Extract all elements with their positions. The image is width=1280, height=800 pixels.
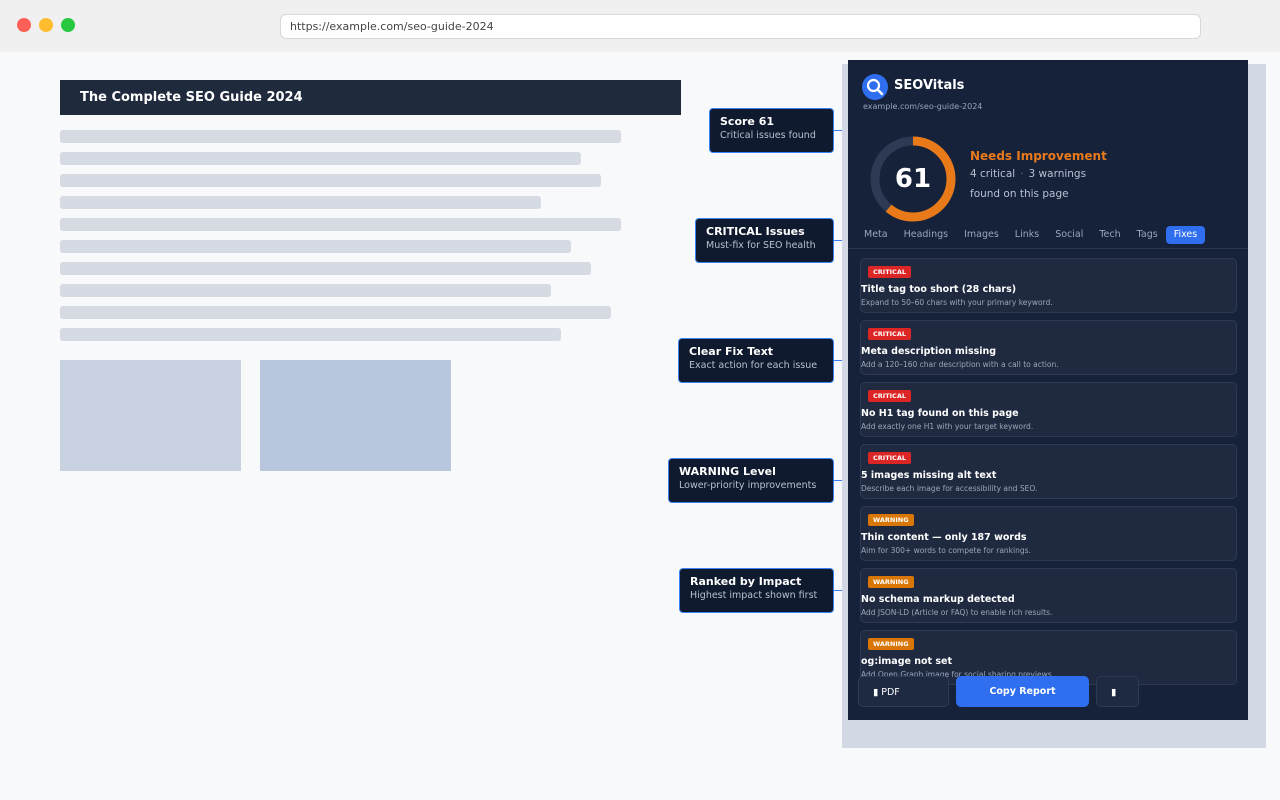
maximize-window-button[interactable] — [61, 18, 75, 32]
document-icon: ▮ — [873, 687, 879, 698]
callout-ranked: Ranked by Impact Highest impact shown fi… — [679, 568, 834, 613]
callout-subtitle: Exact action for each issue — [689, 360, 818, 371]
score-gauge — [870, 136, 956, 222]
page-title: The Complete SEO Guide 2024 — [60, 80, 681, 115]
status-label: Needs Improvement — [970, 149, 1107, 163]
search-icon — [862, 74, 888, 100]
tab-social[interactable]: Social — [1055, 229, 1084, 240]
callout-critical: CRITICAL Issues Must-fix for SEO health — [695, 218, 834, 263]
text-placeholder-line — [60, 240, 571, 253]
critical-count: 4 critical — [970, 168, 1016, 180]
pdf-button[interactable]: ▮ PDF — [858, 676, 949, 707]
close-window-button[interactable] — [17, 18, 31, 32]
issue-description: Expand to 50–60 chars with your primary … — [861, 298, 1053, 307]
severity-badge: CRITICAL — [868, 328, 911, 340]
text-placeholder-line — [60, 306, 611, 319]
score-value: 61 — [894, 164, 932, 194]
issue-card[interactable]: CRITICAL Title tag too short (28 chars) … — [860, 258, 1237, 313]
tab-tags[interactable]: Tags — [1136, 229, 1158, 240]
callout-title: Score 61 — [720, 115, 775, 128]
issue-description: Add exactly one H1 with your target keyw… — [861, 422, 1034, 431]
callout-subtitle: Lower-priority improvements — [679, 480, 817, 491]
issue-card[interactable]: CRITICAL 5 images missing alt text Descr… — [860, 444, 1237, 499]
text-placeholder-line — [60, 174, 601, 187]
severity-badge: CRITICAL — [868, 266, 911, 278]
callout-fix-text: Clear Fix Text Exact action for each iss… — [678, 338, 834, 383]
callout-connector — [834, 240, 846, 241]
text-placeholder-line — [60, 262, 591, 275]
issue-title: 5 images missing alt text — [861, 470, 997, 481]
issue-description: Aim for 300+ words to compete for rankin… — [861, 546, 1031, 555]
tab-fixes[interactable]: Fixes — [1165, 226, 1206, 244]
copy-report-button[interactable]: Copy Report — [956, 676, 1089, 707]
text-placeholder-line — [60, 218, 621, 231]
callout-title: Ranked by Impact — [690, 575, 802, 588]
text-placeholder-line — [60, 130, 621, 143]
issue-description: Add a 120–160 char description with a ca… — [861, 360, 1059, 369]
severity-badge: WARNING — [868, 576, 914, 588]
minimize-window-button[interactable] — [39, 18, 53, 32]
callout-subtitle: Critical issues found — [720, 130, 816, 141]
found-text: found on this page — [970, 188, 1069, 200]
callout-score: Score 61 Critical issues found — [709, 108, 834, 153]
tab-divider — [848, 248, 1248, 249]
issue-description: Add JSON-LD (Article or FAQ) to enable r… — [861, 608, 1053, 617]
callout-title: WARNING Level — [679, 465, 776, 478]
site-url: example.com/seo-guide-2024 — [863, 102, 983, 111]
issue-card[interactable]: WARNING Thin content — only 187 words Ai… — [860, 506, 1237, 561]
address-bar[interactable]: https://example.com/seo-guide-2024 — [280, 14, 1201, 39]
text-placeholder-line — [60, 328, 561, 341]
callout-connector — [834, 360, 846, 361]
issue-list: CRITICAL Title tag too short (28 chars) … — [860, 258, 1237, 692]
issue-title: og:image not set — [861, 656, 953, 667]
callout-connector — [834, 130, 846, 131]
seo-extension-panel: SEOVitals example.com/seo-guide-2024 61 … — [848, 60, 1248, 720]
issue-counts: 4 critical · 3 warnings — [970, 168, 1086, 180]
issue-title: No H1 tag found on this page — [861, 408, 1019, 419]
more-icon: ▮ — [1111, 687, 1117, 698]
issue-card[interactable]: CRITICAL Meta description missing Add a … — [860, 320, 1237, 375]
callout-warning: WARNING Level Lower-priority improvement… — [668, 458, 834, 503]
issue-card[interactable]: CRITICAL No H1 tag found on this page Ad… — [860, 382, 1237, 437]
issue-description: Add Open Graph image for social sharing … — [861, 670, 1055, 679]
severity-badge: WARNING — [868, 514, 914, 526]
issue-title: Meta description missing — [861, 346, 997, 357]
tab-tech[interactable]: Tech — [1099, 229, 1121, 240]
issue-title: Title tag too short (28 chars) — [861, 284, 1017, 295]
count-separator: · — [1020, 168, 1024, 180]
callout-subtitle: Highest impact shown first — [690, 590, 818, 601]
issue-title: No schema markup detected — [861, 594, 1015, 605]
text-placeholder-line — [60, 284, 551, 297]
more-options-button[interactable]: ▮ — [1096, 676, 1139, 707]
text-placeholder-line — [60, 196, 541, 209]
callout-title: CRITICAL Issues — [706, 225, 805, 238]
severity-badge: WARNING — [868, 638, 914, 650]
issue-description: Describe each image for accessibility an… — [861, 484, 1038, 493]
brand-name: SEOVitals — [894, 78, 965, 93]
issue-title: Thin content — only 187 words — [861, 532, 1027, 543]
issue-card[interactable]: WARNING No schema markup detected Add JS… — [860, 568, 1237, 623]
image-placeholder — [60, 360, 241, 471]
tab-links[interactable]: Links — [1014, 229, 1040, 240]
callout-subtitle: Must-fix for SEO health — [706, 240, 816, 251]
warning-count: 3 warnings — [1028, 168, 1087, 180]
severity-badge: CRITICAL — [868, 452, 911, 464]
tab-bar: Meta Headings Images Links Social Tech T… — [856, 226, 1206, 246]
callout-connector — [834, 590, 846, 591]
tab-images[interactable]: Images — [964, 229, 999, 240]
pdf-button-label: PDF — [881, 687, 900, 698]
tab-meta[interactable]: Meta — [864, 229, 888, 240]
severity-badge: CRITICAL — [868, 390, 911, 402]
text-placeholder-line — [60, 152, 581, 165]
image-placeholder — [260, 360, 451, 471]
score-gauge-fill — [870, 136, 956, 222]
tab-headings[interactable]: Headings — [903, 229, 949, 240]
callout-connector — [834, 480, 846, 481]
browser-chrome: https://example.com/seo-guide-2024 — [0, 0, 1280, 52]
callout-title: Clear Fix Text — [689, 345, 774, 358]
